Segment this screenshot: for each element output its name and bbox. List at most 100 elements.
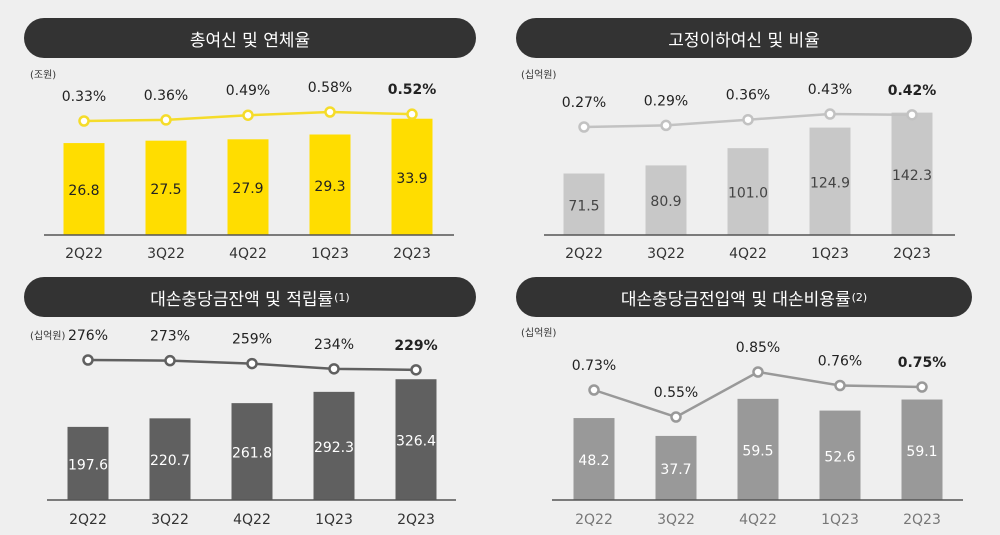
chart1-bar — [391, 118, 433, 235]
chart3-rate-label: 273% — [150, 329, 190, 345]
chart2-category-label: 3Q22 — [647, 246, 685, 262]
chart2-bar-label: 142.3 — [892, 168, 932, 184]
chart4-bar — [737, 398, 779, 500]
chart2-rate-label: 0.42% — [888, 83, 937, 99]
chart4-bar-label: 59.5 — [742, 443, 773, 459]
chart1-bar-label: 27.5 — [150, 182, 181, 198]
chart4-bar-label: 48.2 — [578, 453, 609, 469]
chart1-bar-label: 33.9 — [396, 171, 427, 187]
chart3-category-label: 2Q23 — [397, 512, 435, 528]
chart4-rate-label: 0.73% — [572, 358, 616, 374]
chart4-rate-label: 0.76% — [818, 354, 862, 370]
chart2-category-label: 1Q23 — [811, 246, 849, 262]
chart2-category-label: 2Q23 — [893, 246, 931, 262]
chart3-category-label: 2Q22 — [69, 512, 107, 528]
chart1-line-point — [78, 115, 90, 127]
chart4-rate-label: 0.85% — [736, 340, 780, 356]
chart1-line-point — [242, 109, 254, 121]
chart1-bar — [309, 134, 351, 235]
chart2-rate-label: 0.27% — [562, 95, 606, 111]
chart2-bar-label: 101.0 — [728, 186, 768, 202]
chart4-title-text: 대손충당금전입액 및 대손비용률 — [620, 289, 851, 310]
chart2-line-point — [824, 108, 836, 120]
chart3-bar — [313, 391, 355, 500]
chart1-bar — [63, 143, 105, 235]
chart3-title: 대손충당금잔액 및 적립률 (1) — [24, 277, 476, 317]
chart3-footnote: (1) — [334, 290, 350, 304]
chart1-line-point — [406, 108, 418, 120]
chart4-bar-label: 52.6 — [824, 449, 855, 465]
chart3-rate-label: 229% — [394, 338, 437, 354]
chart4-line-point — [834, 379, 846, 392]
chart3-bar-label: 261.8 — [232, 446, 272, 462]
chart4-bar — [573, 418, 615, 500]
chart4-bar-label: 59.1 — [906, 444, 937, 460]
chart3-line-point — [164, 354, 176, 367]
chart4-line-point — [752, 366, 764, 378]
chart3-bar — [231, 403, 273, 500]
chart2-bar-label: 80.9 — [650, 194, 681, 210]
chart4-category-label: 3Q22 — [657, 512, 695, 528]
chart2-category-label: 4Q22 — [729, 246, 767, 262]
chart1-category-label: 4Q22 — [229, 246, 267, 262]
chart2-bar — [645, 165, 687, 235]
chart2-category-label: 2Q22 — [565, 246, 603, 262]
chart4-category-label: 2Q23 — [903, 512, 941, 528]
chart3-bar-label: 197.6 — [68, 457, 108, 473]
chart1-line-point — [324, 106, 336, 118]
chart4-line-point — [670, 411, 682, 423]
chart2-rate-label: 0.43% — [808, 82, 852, 98]
chart3-bar-label: 326.4 — [396, 434, 436, 450]
chart1-category-label: 1Q23 — [311, 246, 349, 262]
chart2-bar-label: 124.9 — [810, 175, 850, 191]
chart1-category-label: 2Q22 — [65, 246, 103, 262]
chart2-title-text: 고정이하여신 및 비율 — [668, 30, 820, 51]
chart2-bar — [891, 112, 933, 235]
chart3-line-point — [410, 364, 422, 376]
chart1-rate-label: 0.58% — [308, 80, 352, 96]
chart1-bar-label: 27.9 — [232, 181, 263, 197]
chart1-bar-label: 29.3 — [314, 179, 345, 195]
chart3-category-label: 3Q22 — [151, 512, 189, 528]
chart3-unit: (십억원) — [30, 331, 66, 342]
chart4-line-point — [916, 381, 928, 393]
chart4-bar — [819, 410, 861, 500]
chart4-bar — [901, 399, 943, 500]
chart1-unit: (조원) — [30, 70, 57, 81]
chart2-bar — [727, 148, 769, 235]
chart1-bar — [145, 140, 187, 235]
chart1-title-text: 총여신 및 연체율 — [189, 30, 311, 51]
chart2-bar-label: 71.5 — [568, 198, 599, 214]
chart2-rate-label: 0.29% — [644, 93, 688, 109]
chart3-title-text: 대손충당금잔액 및 적립률 — [150, 289, 334, 310]
chart4-category-label: 2Q22 — [575, 512, 613, 528]
chart1-category-label: 2Q23 — [393, 246, 431, 262]
chart1-bar-label: 26.8 — [68, 183, 99, 199]
chart3-bar-label: 292.3 — [314, 440, 354, 456]
chart3-rate-label: 234% — [314, 337, 354, 353]
chart3-bar — [395, 379, 437, 500]
chart4-line-point — [588, 384, 600, 396]
chart3-category-label: 1Q23 — [315, 512, 353, 528]
chart2-rate-label: 0.36% — [726, 88, 770, 104]
chart3-rate-label: 276% — [68, 328, 108, 344]
chart1-rate-label: 0.52% — [388, 82, 437, 98]
chart1-rate-label: 0.36% — [144, 88, 188, 104]
chart1-title: 총여신 및 연체율 — [24, 18, 476, 58]
chart4-rate-label: 0.55% — [654, 385, 698, 401]
chart1-line-point — [160, 114, 172, 126]
chart4-title: 대손충당금전입액 및 대손비용률 (2) — [516, 277, 972, 317]
chart4-bar-label: 37.7 — [660, 462, 691, 478]
chart1-bar — [227, 139, 269, 235]
chart1-rate-label: 0.33% — [62, 89, 106, 105]
chart2-bar — [563, 173, 605, 235]
chart4-category-label: 4Q22 — [739, 512, 777, 528]
chart4-rate-label: 0.75% — [898, 355, 947, 371]
chart3-line-point — [328, 363, 340, 375]
chart3-line-point — [82, 354, 94, 366]
chart4-category-label: 1Q23 — [821, 512, 859, 528]
chart2-line-point — [578, 121, 590, 133]
chart3-bar-label: 220.7 — [150, 453, 190, 469]
chart2-line-point — [906, 109, 918, 121]
